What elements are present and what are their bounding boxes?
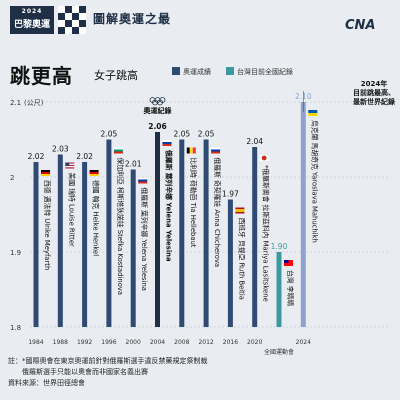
bar [252,147,258,327]
bar [179,139,185,327]
y-tick-label: 2 [10,174,14,182]
flag-roc-icon [259,155,269,161]
data-label: 2.04 [246,137,263,146]
athlete-label: 俄羅斯 奇契羅娃 Anna Chicherova [213,158,222,268]
note-line-2: 俄羅斯選手只能以奧會而非國家名義出賽 [8,368,148,376]
athlete-label: 烏克蘭 馬胡奇克 Yaroslava Mahuchikh [310,120,319,243]
footnotes: 註：*國際奧會在東京奧運前針對俄羅斯選手違反禁藥規定祭制裁 俄羅斯選手只能以奧會… [8,356,208,389]
athlete-label: 德國 翰克 Heike Henkel [92,180,101,256]
data-label: 2.03 [52,145,69,154]
flag-russia-icon [211,147,221,154]
y-tick-label: 2.1 [10,99,21,107]
y-tick-label: 1.9 [10,249,21,257]
x-tick-label: 2004 [150,339,165,346]
legend-label-olympic: 奧運成績 [183,68,211,76]
x-tick-label: 1984 [28,339,43,346]
legend-olympic: 奧運成績 [172,67,211,77]
athlete-label: 美國 瑞特 Louise Ritter [67,173,76,248]
flag-taiwan-icon [284,260,293,266]
bar [203,139,209,327]
flag-west-germany-icon [41,170,50,176]
bar-taiwan [276,252,282,327]
data-label: 1.97 [222,190,239,199]
athlete-label: 西班牙 貝提亞 Ruth Beitia [237,218,246,300]
legend-taiwan: 台灣目前全國紀錄 [226,67,293,77]
athlete-label: 俄羅斯 葉列辛娜 Yelena Yelesina [140,188,149,291]
note-line-1: 註：*國際奧會在東京奧運前針對俄羅斯選手違反禁藥規定祭制裁 [8,357,208,365]
data-label: 1.90 [271,242,288,251]
athlete-label: *俄羅斯奧會 拉斯茲科內 Mariya Lasitskene [262,165,271,302]
x-tick-label: 2012 [198,339,213,346]
athlete-label: 保加利亞 柯斯塔狄諾娃 Stefka Kostadinova [116,158,125,296]
flag-usa-icon [65,162,75,169]
x-tick-label: 1996 [101,339,116,346]
bar-olympic-record [155,132,160,327]
x-tick-label: 2024 [296,339,311,346]
callout-line-3: 最新世界紀錄 [353,98,395,106]
olympic-rings-icon [149,97,166,106]
paris-2024-logo: 2024 巴黎奧運 [10,6,54,34]
bar [130,169,136,327]
x-tick-label: 2016 [223,339,238,346]
flag-spain-icon [235,207,245,214]
chart-title: 跳更高 [10,64,73,88]
data-label: 2.05 [173,130,190,139]
bar [82,162,88,327]
x-tick-label: 2000 [126,339,141,346]
data-label: 2.01 [125,160,142,169]
data-label: 2.02 [76,152,93,161]
flag-germany-icon [89,170,99,176]
header-title: 圖解奧運之最 [93,12,172,26]
y-axis-unit: (公尺) [24,99,44,107]
x-tick-label: 1992 [77,339,92,346]
callout-line-2: 目前跳最高、 [353,89,395,97]
callout-line-1: 2024年 [360,80,388,88]
data-label: 2.05 [101,130,118,139]
data-label: 2.02 [28,152,45,161]
x-tick-label: 2008 [174,339,189,346]
bar [227,199,233,327]
world-record-callout: 2024年 目前跳最高、 最新世界紀錄 [348,80,400,107]
legend-swatch-taiwan [226,67,234,75]
athlete-label: 台灣 李晴晴 [286,270,295,306]
logo-year: 2024 [21,8,43,15]
bar [57,154,63,327]
chart-subtitle: 女子跳高 [94,69,138,82]
y-tick-label: 1.8 [10,324,21,332]
flag-russia-icon [162,140,172,146]
olympic-record-label: 奧運紀錄 [144,106,173,115]
source-line: 資料來源：世界田徑總會 [8,379,85,387]
flag-bulgaria-icon [113,147,123,154]
legend-swatch-olympic [172,67,180,75]
x-tick-label: 1988 [53,339,68,346]
flag-russia-icon [138,177,148,184]
athlete-label: 俄羅斯 葉列辛娜 Yelena Yelesina [165,149,174,262]
data-label: 2.06 [148,122,167,131]
flag-ukraine-icon [308,110,318,116]
flag-belgium-icon [186,147,196,154]
cna-logo: CNA [345,18,376,33]
x-tick-label: 2020 [247,339,262,346]
bar-world-record [300,102,306,327]
legend-label-taiwan: 台灣目前全國紀錄 [237,68,293,76]
logo-text: 巴黎奧運 [13,20,50,30]
data-label: 2.05 [198,130,215,139]
bar [106,139,112,327]
data-label: 2.10 [295,92,312,101]
athlete-label: 西德 邁法特 Ulrike Meyfarth [43,180,52,270]
checker-flag-icon [58,6,86,34]
bar [33,162,39,327]
athlete-label: 比利時 荷勒芭 Tia Hellebaut [189,158,198,248]
x-tick-sublabel: 全國運動會 [264,348,294,356]
